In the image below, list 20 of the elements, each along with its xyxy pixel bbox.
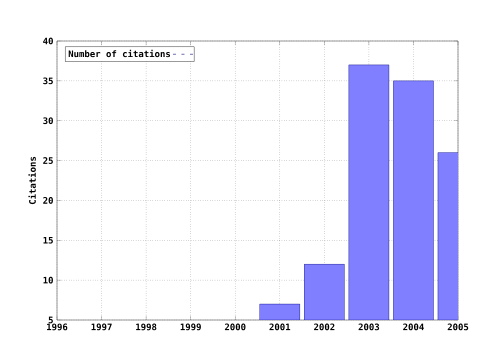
x-tick-label: 2003: [358, 324, 380, 330]
x-tick-label: 2001: [269, 324, 290, 330]
y-tick-label: 30: [43, 117, 53, 124]
x-tick-label: 1999: [180, 324, 201, 330]
x-tick-label: 1996: [47, 324, 68, 330]
y-axis-title: Citations: [28, 156, 36, 204]
y-tick-label: 35: [43, 77, 53, 84]
x-tick-label: 1998: [136, 324, 156, 330]
x-tick-label: 2004: [403, 324, 424, 330]
y-tick-label: 20: [43, 197, 53, 204]
x-tick-label: 2002: [314, 324, 334, 330]
x-tick-label: 2000: [224, 324, 246, 330]
legend-label: Number of citations: [68, 50, 170, 58]
y-tick-label: 25: [43, 157, 53, 164]
y-tick-label: 10: [44, 276, 53, 284]
x-tick-label: 1997: [92, 324, 112, 330]
x-tick-label: 2005: [448, 324, 468, 330]
y-tick-label: 15: [44, 236, 53, 244]
y-tick-label: 5: [48, 316, 53, 324]
y-tick-label: 40: [43, 38, 53, 44]
